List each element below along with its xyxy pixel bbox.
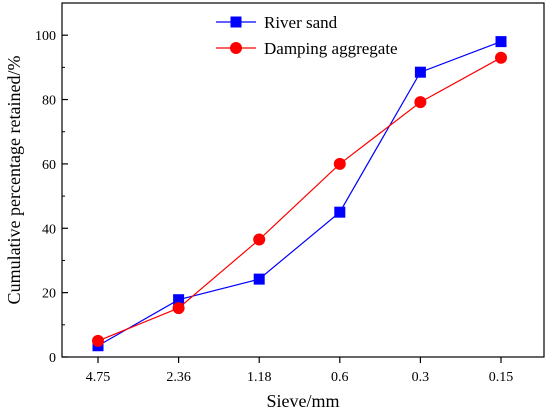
y-axis-title: Cumulative percentage retained/%: [4, 56, 24, 305]
legend: River sand Damping aggregate: [216, 13, 398, 58]
damping-aggregate-point: [333, 157, 346, 170]
river-sand-line: [97, 41, 502, 347]
plot-frame: [61, 2, 545, 358]
damping-aggregate-point: [414, 96, 427, 109]
y-tick-label: 80: [42, 94, 56, 109]
y-tick-label: 100: [35, 29, 56, 44]
y-tick-label: 40: [42, 222, 56, 237]
series-layer: [92, 36, 507, 352]
river-sand-point: [253, 273, 265, 285]
river-sand-point: [414, 66, 426, 78]
y-tick-label: 0: [49, 351, 56, 366]
river-sand-point: [495, 36, 507, 48]
damping-aggregate-point: [92, 334, 104, 347]
damping-aggregate-point: [495, 51, 507, 64]
damping-aggregate-point: [172, 302, 185, 315]
damping-aggregate-line: [97, 57, 502, 342]
x-axis: 4.75 2.36 1.18 0.6 0.3 0.15: [86, 357, 514, 385]
legend-river-sand-marker: [230, 16, 242, 28]
legend-damping-aggregate-marker: [230, 42, 242, 54]
legend-damping-aggregate-label: Damping aggregate: [264, 39, 398, 58]
x-tick-label: 2.36: [166, 370, 191, 385]
river-sand-point: [173, 294, 185, 306]
y-tick-label: 20: [42, 287, 56, 302]
y-tick-label: 60: [42, 158, 56, 173]
river-sand-point: [334, 206, 346, 218]
y-axis: 0 20 40 60 80 100: [35, 29, 68, 366]
x-tick-label: 1.18: [247, 370, 272, 385]
legend-river-sand-label: River sand: [264, 13, 338, 32]
x-tick-label: 0.6: [331, 370, 349, 385]
x-axis-title: Sieve/mm: [267, 391, 340, 411]
x-tick-label: 0.3: [412, 370, 430, 385]
x-tick-label: 0.15: [489, 370, 514, 385]
x-tick-label: 4.75: [86, 370, 111, 385]
damping-aggregate-point: [253, 233, 266, 246]
